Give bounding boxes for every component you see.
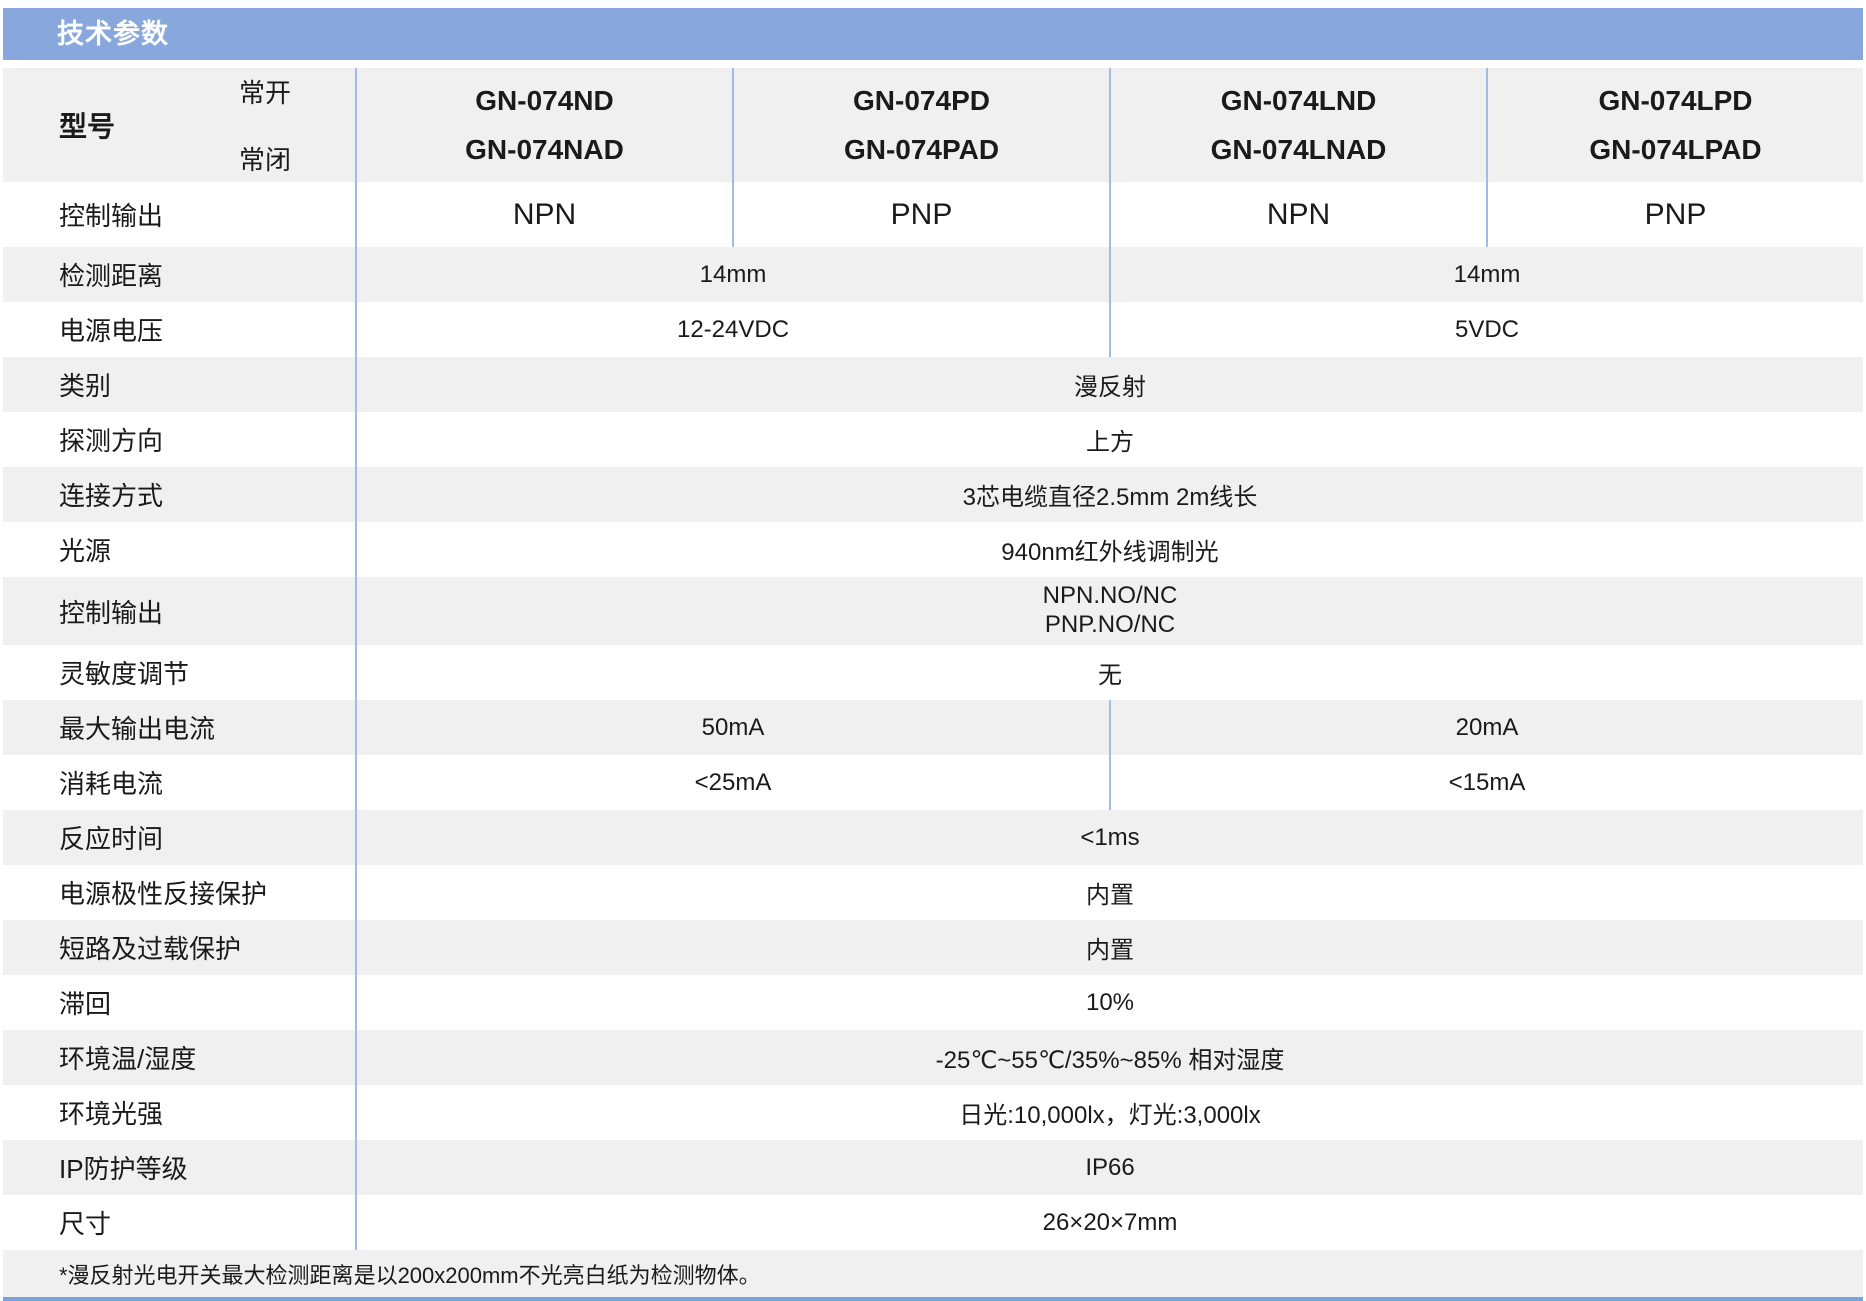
row-label: 光源 [3,522,357,577]
row-value: -25℃~55℃/35%~85% 相对湿度 [935,1047,1285,1074]
model-nc: GN-074LNAD [1210,133,1387,165]
table-row-ip-rating: IP防护等级 IP66 [3,1140,1863,1195]
row-value-left: 12-24VDC [357,302,1111,357]
row-value: <1ms [1080,823,1140,851]
model-nc: GN-074PAD [843,133,1000,165]
table-row-current-consumption: 消耗电流 <25mA <15mA [3,755,1863,810]
footnote-text: *漫反射光电开关最大检测距离是以200x200mm不光亮白纸为检测物体。 [59,1262,761,1288]
table-row-reverse-polarity-protection: 电源极性反接保护 内置 [3,865,1863,920]
table-row-max-output-current: 最大输出电流 50mA 20mA [3,700,1863,755]
row-value: 10% [1085,988,1135,1016]
row-value: 内置 [1086,937,1134,964]
row-value-line-2: PNP.NO/NC [1044,611,1176,638]
model-no: GN-074LND [1220,84,1377,116]
table-row-detect-direction: 探测方向 上方 [3,412,1863,467]
control-output-col-4: PNP [1644,197,1707,231]
row-label: IP防护等级 [3,1140,357,1195]
footnote: *漫反射光电开关最大检测距离是以200x200mm不光亮白纸为检测物体。 [3,1250,1863,1297]
row-label: 环境温/湿度 [3,1030,357,1085]
row-value-line-1: NPN.NO/NC [1042,582,1178,610]
table-row-category: 类别 漫反射 [3,357,1863,412]
row-value-left: <25mA [357,755,1111,810]
section-header: 技术参数 [3,8,1863,60]
table-row-hysteresis: 滞回 10% [3,975,1863,1030]
row-value: 内置 [1086,882,1134,909]
row-value: 无 [1098,662,1122,689]
row-value: 漫反射 [1074,374,1146,401]
row-value: NPN.NO/NC PNP.NO/NC [357,577,1863,645]
table-row-connection: 连接方式 3芯电缆直径2.5mm 2m线长 [3,467,1863,522]
row-label: 滞回 [3,975,357,1030]
row-label: 控制输出 [3,182,357,247]
row-value: 26×20×7mm [1042,1208,1178,1236]
row-label: 电源极性反接保护 [3,865,357,920]
table-row-control-output-modes: 控制输出 NPN.NO/NC PNP.NO/NC [3,577,1863,645]
table-row-sensitivity: 灵敏度调节 无 [3,645,1863,700]
table-row-ambient-temp-humidity: 环境温/湿度 -25℃~55℃/35%~85% 相对湿度 [3,1030,1863,1085]
model-no: GN-074LPD [1598,84,1753,116]
model-sublabels: 常开 常闭 [239,73,291,177]
row-label: 最大输出电流 [3,700,357,755]
row-value: IP66 [1085,1153,1135,1181]
table-row-light-source: 光源 940nm红外线调制光 [3,522,1863,577]
row-value-left: 14mm [357,247,1111,302]
row-value: 日光:10,000lx，灯光:3,000lx [959,1102,1261,1129]
header-spacer [3,60,1863,68]
row-label: 检测距离 [3,247,357,302]
row-value-right: <15mA [1448,768,1526,796]
control-output-col-3: NPN [1111,182,1488,247]
model-col-1: GN-074ND GN-074NAD [357,68,734,182]
row-value-right: 20mA [1455,713,1519,741]
model-no: GN-074ND [475,84,614,116]
control-output-row: 控制输出 NPN PNP NPN PNP [3,182,1863,247]
model-nc: GN-074NAD [465,133,624,165]
model-label-cell: 型号 常开 常闭 [3,68,357,182]
control-output-col-1: NPN [357,182,734,247]
model-col-3: GN-074LND GN-074LNAD [1111,68,1488,182]
model-col-4: GN-074LPD GN-074LPAD [1488,68,1863,182]
row-value-left: 50mA [357,700,1111,755]
row-label: 控制输出 [3,577,357,645]
row-label: 消耗电流 [3,755,357,810]
sublabel-normally-closed: 常闭 [238,145,291,175]
table-row-sensing-distance: 检测距离 14mm 14mm [3,247,1863,302]
table-row-dimensions: 尺寸 26×20×7mm [3,1195,1863,1250]
row-label: 连接方式 [3,467,357,522]
row-value-right: 5VDC [1454,315,1520,343]
row-label: 短路及过载保护 [3,920,357,975]
row-value: 3芯电缆直径2.5mm 2m线长 [962,484,1258,511]
row-value: 940nm红外线调制光 [1001,539,1219,566]
model-no: GN-074PD [853,84,990,116]
sublabel-normally-open: 常开 [238,78,291,108]
row-label: 电源电压 [3,302,357,357]
table-row-supply-voltage: 电源电压 12-24VDC 5VDC [3,302,1863,357]
model-label: 型号 [59,111,116,142]
row-label: 灵敏度调节 [3,645,357,700]
control-output-col-2: PNP [734,182,1111,247]
section-title: 技术参数 [57,19,169,49]
bottom-rule [3,1297,1863,1301]
row-label: 环境光强 [3,1085,357,1140]
table-row-ambient-light: 环境光强 日光:10,000lx，灯光:3,000lx [3,1085,1863,1140]
row-value-right: 14mm [1453,260,1521,288]
model-nc: GN-074LPAD [1589,133,1762,165]
row-label: 类别 [3,357,357,412]
row-label: 尺寸 [3,1195,357,1250]
row-value: 上方 [1086,429,1134,456]
model-col-2: GN-074PD GN-074PAD [734,68,1111,182]
spec-sheet: 技术参数 型号 常开 常闭 GN-074ND GN-074NAD GN-074P… [3,0,1863,1301]
table-row-short-circuit-protection: 短路及过载保护 内置 [3,920,1863,975]
row-label: 反应时间 [3,810,357,865]
table-row-response-time: 反应时间 <1ms [3,810,1863,865]
row-label: 探测方向 [3,412,357,467]
model-row: 型号 常开 常闭 GN-074ND GN-074NAD GN-074PD GN-… [3,68,1863,182]
